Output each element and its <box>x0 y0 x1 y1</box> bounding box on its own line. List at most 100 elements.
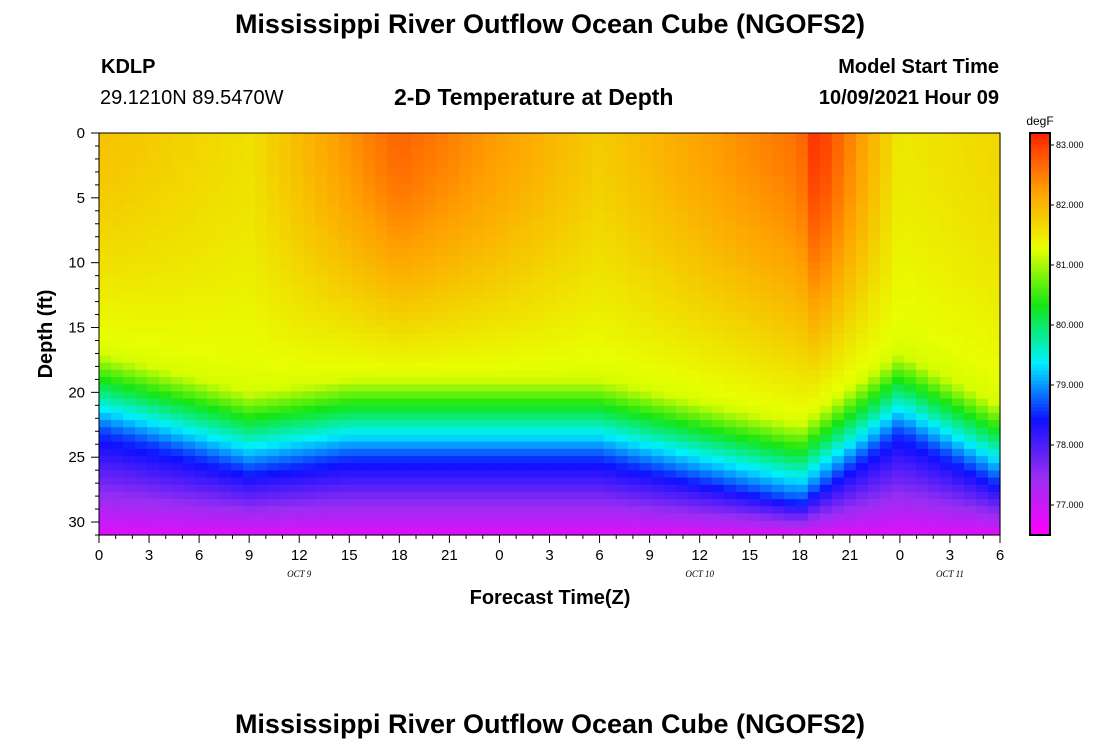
heatmap-cell <box>183 456 196 464</box>
heatmap-cell <box>711 491 725 500</box>
heatmap-cell <box>123 312 136 321</box>
heatmap-cell <box>147 133 160 141</box>
heatmap-cell <box>447 183 460 192</box>
heatmap-cell <box>243 168 256 177</box>
heatmap-cell <box>627 276 641 285</box>
heatmap-cell <box>171 262 184 270</box>
heatmap-cell <box>459 506 473 515</box>
heatmap-cell <box>579 420 593 428</box>
heatmap-cell <box>903 197 917 206</box>
heatmap-cell <box>123 133 136 141</box>
heatmap-cell <box>759 133 773 141</box>
heatmap-cell <box>387 334 400 342</box>
heatmap-cell <box>279 506 292 515</box>
heatmap-cell <box>843 211 857 220</box>
heatmap-cell <box>711 341 725 349</box>
heatmap-cell <box>231 434 244 443</box>
colorbar-swatch <box>1030 374 1050 379</box>
heatmap-cell <box>855 441 869 450</box>
heatmap-cell <box>831 362 845 371</box>
heatmap-cell <box>279 420 292 428</box>
heatmap-cell <box>627 161 641 170</box>
heatmap-cell <box>519 341 533 349</box>
heatmap-cell <box>111 427 124 436</box>
heatmap-cell <box>699 147 713 156</box>
heatmap-cell <box>315 491 328 500</box>
heatmap-cell <box>459 369 473 378</box>
heatmap-cell <box>735 276 749 285</box>
heatmap-cell <box>219 176 232 184</box>
heatmap-cell <box>879 326 893 335</box>
heatmap-cell <box>759 527 773 536</box>
heatmap-cell <box>687 334 701 342</box>
colorbar-swatch <box>1030 524 1050 529</box>
heatmap-cell <box>675 197 689 206</box>
heatmap-cell <box>291 247 304 256</box>
heatmap-cell <box>639 369 653 378</box>
heatmap-cell <box>543 477 557 486</box>
heatmap-cell <box>591 326 605 335</box>
heatmap-cell <box>927 491 941 500</box>
heatmap-cell <box>735 305 749 314</box>
heatmap-cell <box>675 384 689 393</box>
heatmap-cell <box>327 233 340 242</box>
heatmap-cell <box>279 341 292 349</box>
heatmap-cell <box>759 362 773 371</box>
heatmap-cell <box>579 355 593 364</box>
heatmap-cell <box>231 140 244 148</box>
heatmap-cell <box>459 226 473 235</box>
heatmap-cell <box>99 197 112 206</box>
heatmap-cell <box>831 341 845 349</box>
heatmap-cell <box>135 506 148 515</box>
heatmap-cell <box>831 348 845 357</box>
heatmap-cell <box>423 341 436 349</box>
heatmap-cell <box>99 183 112 192</box>
heatmap-cell <box>939 269 953 278</box>
heatmap-cell <box>855 140 869 148</box>
heatmap-cell <box>375 362 388 371</box>
heatmap-cell <box>555 484 569 493</box>
heatmap-cell <box>303 319 316 328</box>
heatmap-cell <box>351 319 364 328</box>
heatmap-cell <box>483 154 497 163</box>
heatmap-cell <box>567 362 581 371</box>
heatmap-cell <box>915 204 929 213</box>
heatmap-cell <box>951 161 965 170</box>
heatmap-cell <box>243 176 256 184</box>
heatmap-cell <box>867 420 881 428</box>
heatmap-cell <box>891 484 905 493</box>
heatmap-cell <box>339 427 352 436</box>
heatmap-cell <box>231 298 244 306</box>
heatmap-cell <box>183 283 196 292</box>
heatmap-cell <box>147 405 160 414</box>
heatmap-cell <box>843 398 857 407</box>
heatmap-cell <box>327 312 340 321</box>
heatmap-cell <box>267 226 280 235</box>
heatmap-cell <box>255 391 268 400</box>
heatmap-cell <box>423 348 436 357</box>
heatmap-cell <box>531 470 545 479</box>
heatmap-cell <box>399 484 412 493</box>
heatmap-cell <box>411 298 424 306</box>
heatmap-cell <box>819 470 833 479</box>
heatmap-cell <box>975 456 989 464</box>
heatmap-cell <box>771 377 785 385</box>
heatmap-cell <box>855 470 869 479</box>
heatmap-cell <box>975 520 989 529</box>
heatmap-cell <box>219 290 232 299</box>
heatmap-cell <box>651 434 665 443</box>
heatmap-cell <box>195 405 208 414</box>
heatmap-cell <box>279 412 292 421</box>
heatmap-cell <box>375 219 388 227</box>
heatmap-cell <box>555 506 569 515</box>
heatmap-cell <box>843 140 857 148</box>
heatmap-cell <box>891 499 905 507</box>
heatmap-cell <box>399 247 412 256</box>
heatmap-cell <box>207 255 220 263</box>
heatmap-cell <box>459 513 473 522</box>
heatmap-cell <box>339 384 352 393</box>
heatmap-cell <box>579 204 593 213</box>
heatmap-cell <box>147 326 160 335</box>
heatmap-cell <box>963 183 977 192</box>
heatmap-cell <box>531 348 545 357</box>
